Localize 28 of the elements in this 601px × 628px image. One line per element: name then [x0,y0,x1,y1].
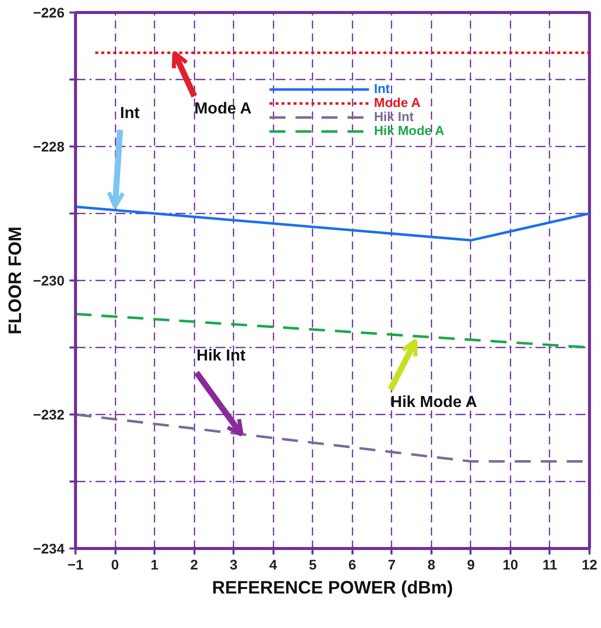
annotation: Mode A [194,100,252,118]
y-tick-label: −232 [32,406,65,422]
x-tick-label: 2 [190,556,198,572]
x-tick-label: 9 [466,556,475,572]
y-tick-label: −230 [32,272,65,288]
x-tick-label: 6 [348,556,356,572]
x-tick-label: 4 [269,556,278,572]
x-tick-label: 7 [388,556,396,572]
x-tick-label: 8 [427,556,436,572]
y-tick-label: −234 [32,540,65,556]
x-tick-label: 1 [150,556,159,572]
y-axis-title: FLOOR FOM [4,226,25,334]
x-tick-label: 11 [542,556,558,572]
annotation: Hik Mode A [390,394,478,411]
annotation: Hik Int [196,348,246,365]
x-axis-title: REFERENCE POWER (dBm) [212,578,454,598]
x-tick-label: −1 [68,556,84,572]
x-tick-label: 3 [230,556,238,572]
text: Hik Mode A [374,123,446,138]
y-tick-label: −226 [32,4,65,20]
text: Hik Int [374,109,415,124]
x-tick-label: 5 [308,556,317,572]
x-tick-label: 12 [582,556,598,572]
x-tick-label: 10 [502,556,518,572]
text: Int [374,81,391,96]
x-tick-label: 0 [111,556,120,572]
y-tick-label: −228 [32,138,65,154]
annotation: Int [120,104,140,122]
